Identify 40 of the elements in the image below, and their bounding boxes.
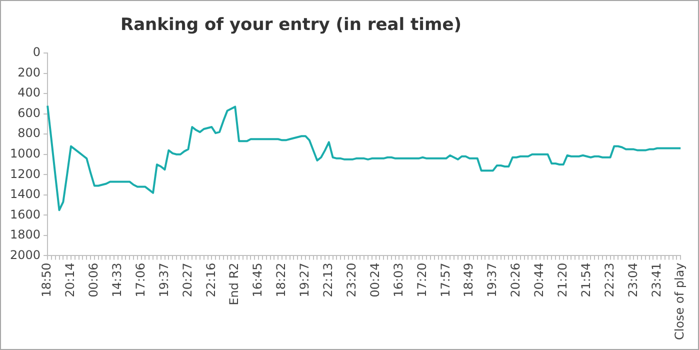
x-tick-label: 20:27 xyxy=(180,262,194,298)
x-tick-label: 23:04 xyxy=(626,262,640,298)
x-tick-label: 21:20 xyxy=(555,262,570,298)
x-tick-label: 23:41 xyxy=(649,262,664,298)
y-tick-label: 1800 xyxy=(10,228,41,242)
x-tick-label: 18:50 xyxy=(40,262,54,298)
y-tick-label: 2000 xyxy=(10,248,41,262)
x-tick-label: 17:20 xyxy=(414,262,429,298)
y-tick-label: 0 xyxy=(32,45,41,60)
x-tick-label: 23:20 xyxy=(344,262,358,298)
y-tick-label: 1400 xyxy=(10,187,41,202)
x-tick-label: 00:06 xyxy=(86,262,101,298)
y-tick-label: 1200 xyxy=(10,166,41,181)
y-tick-label: 1600 xyxy=(10,207,41,222)
y-tick-label: 800 xyxy=(18,126,41,140)
x-tick-label: 21:54 xyxy=(578,262,593,298)
y-tick-label: 600 xyxy=(18,106,41,120)
y-tick-label: 200 xyxy=(18,65,41,80)
chart-title: Ranking of your entry (in real time) xyxy=(119,15,462,35)
x-tick-label: 20:44 xyxy=(532,262,546,298)
x-tick-label: 14:33 xyxy=(110,262,124,298)
x-tick-label: 18:49 xyxy=(462,262,476,298)
x-tick-label: End R2 xyxy=(227,262,242,306)
x-tick-label: 16:45 xyxy=(250,262,265,298)
y-tick-label: 1000 xyxy=(10,146,41,160)
x-tick-label: 17:06 xyxy=(133,262,148,298)
x-tick-label: 20:14 xyxy=(63,262,78,298)
x-tick-label: 18:22 xyxy=(274,262,288,298)
x-tick-label: 17:57 xyxy=(438,262,452,298)
x-tick-label: 19:37 xyxy=(156,262,171,298)
x-tick-label: 22:23 xyxy=(602,262,616,298)
x-tick-label: 00:24 xyxy=(368,262,382,298)
x-tick-label: 22:16 xyxy=(204,262,218,298)
x-tick-label: 16:03 xyxy=(391,262,406,298)
x-tick-label: 19:27 xyxy=(298,262,312,298)
x-tick-label: 20:26 xyxy=(508,262,523,298)
x-tick-label: Close of play xyxy=(672,262,687,340)
x-tick-label: 19:37 xyxy=(485,262,500,298)
x-tick-label: 22:13 xyxy=(321,262,336,298)
y-tick-label: 400 xyxy=(18,86,41,100)
